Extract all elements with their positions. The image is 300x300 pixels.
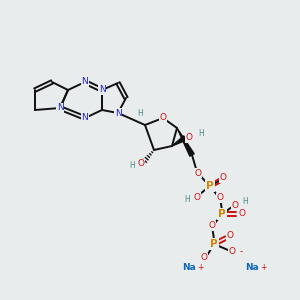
Text: N: N — [82, 113, 88, 122]
Text: P: P — [206, 181, 214, 191]
Text: +: + — [197, 262, 203, 272]
Polygon shape — [177, 128, 194, 156]
Text: O: O — [208, 221, 215, 230]
Text: O: O — [200, 254, 208, 262]
Text: O: O — [238, 209, 245, 218]
Text: O: O — [194, 193, 200, 202]
Text: O: O — [226, 232, 233, 241]
Text: Na: Na — [245, 263, 259, 272]
Text: O: O — [217, 194, 224, 202]
Text: N: N — [115, 109, 122, 118]
Text: O: O — [220, 173, 226, 182]
Text: P: P — [218, 209, 226, 219]
Text: -: - — [239, 248, 243, 256]
Text: N: N — [82, 77, 88, 86]
Text: +: + — [260, 263, 266, 272]
Text: O: O — [232, 200, 238, 209]
Text: O: O — [229, 248, 236, 256]
Text: Na: Na — [182, 262, 196, 272]
Text: H: H — [198, 128, 204, 137]
Text: N: N — [99, 85, 105, 94]
Polygon shape — [172, 136, 186, 146]
Text: H: H — [129, 161, 135, 170]
Text: H: H — [137, 109, 143, 118]
Text: O: O — [194, 169, 202, 178]
Text: N: N — [57, 103, 63, 112]
Text: P: P — [210, 239, 218, 249]
Text: O: O — [185, 134, 193, 142]
Text: O: O — [160, 113, 167, 122]
Text: H: H — [242, 197, 248, 206]
Text: H: H — [184, 194, 190, 203]
Text: O: O — [137, 160, 145, 169]
